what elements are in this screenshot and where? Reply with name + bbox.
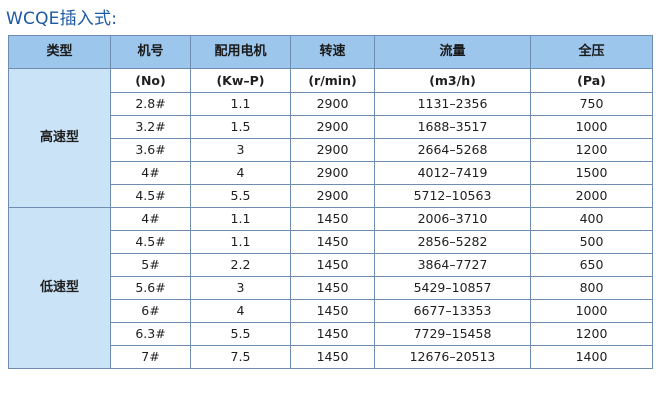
cell-flow: 3864–7727 <box>374 253 531 277</box>
table-row: 2.8# 1.1 2900 1131–2356 750 <box>9 92 653 116</box>
cell-motor: 3 <box>190 276 291 300</box>
cell-pressure: 1000 <box>530 299 653 323</box>
table-row: 3.2# 1.5 2900 1688–3517 1000 <box>9 115 653 139</box>
table-row: 4.5# 5.5 2900 5712–10563 2000 <box>9 184 653 208</box>
cell-motor: 2.2 <box>190 253 291 277</box>
header-motor: 配用电机 <box>190 35 291 69</box>
cell-pressure: 500 <box>530 230 653 254</box>
cell-model: 4.5# <box>110 230 191 254</box>
table-row: 5# 2.2 1450 3864–7727 650 <box>9 253 653 277</box>
cell-pressure: 1000 <box>530 115 653 139</box>
header-row: 类型 机号 配用电机 转速 流量 全压 <box>8 35 653 69</box>
cell-flow: 7729–15458 <box>374 322 531 346</box>
cell-pressure: 1200 <box>530 322 653 346</box>
cell-speed: 1450 <box>290 345 375 369</box>
table-row: 6# 4 1450 6677–13353 1000 <box>9 299 653 323</box>
cell-flow: 12676–20513 <box>374 345 531 369</box>
cell-speed: 1450 <box>290 322 375 346</box>
header-model: 机号 <box>110 35 191 69</box>
cell-motor: 4 <box>190 161 291 185</box>
cell-motor: 5.5 <box>190 322 291 346</box>
page-title: WCQE插入式: <box>6 9 118 29</box>
cell-flow: 1688–3517 <box>374 115 531 139</box>
unit-pressure: (Pa) <box>530 68 653 93</box>
units-row: 高速型 (No) (Kw–P) (r/min) (m3/h) (Pa) <box>8 68 653 208</box>
cell-pressure: 1200 <box>530 138 653 162</box>
unit-flow: (m3/h) <box>374 68 531 93</box>
cell-speed: 1450 <box>290 207 375 231</box>
cell-model: 4# <box>110 161 191 185</box>
cell-model: 2.8# <box>110 92 191 116</box>
table-row: 5.6# 3 1450 5429–10857 800 <box>9 276 653 300</box>
cell-pressure: 1500 <box>530 161 653 185</box>
cell-model: 6.3# <box>110 322 191 346</box>
table-row: 3.6# 3 2900 2664–5268 1200 <box>9 138 653 162</box>
cell-flow: 6677–13353 <box>374 299 531 323</box>
cell-model: 4# <box>110 207 191 231</box>
cell-speed: 1450 <box>290 276 375 300</box>
cell-speed: 1450 <box>290 253 375 277</box>
unit-model: (No) <box>110 68 191 93</box>
cell-speed: 2900 <box>290 161 375 185</box>
cell-pressure: 400 <box>530 207 653 231</box>
cell-pressure: 650 <box>530 253 653 277</box>
cell-model: 7# <box>110 345 191 369</box>
cell-flow: 2006–3710 <box>374 207 531 231</box>
cell-speed: 2900 <box>290 138 375 162</box>
cell-model: 5.6# <box>110 276 191 300</box>
cell-pressure: 1400 <box>530 345 653 369</box>
group-label: 高速型 <box>8 68 111 208</box>
cell-model: 3.6# <box>110 138 191 162</box>
unit-speed: (r/min) <box>290 68 375 93</box>
spec-table: 类型 机号 配用电机 转速 流量 全压 高速型 (No) (Kw–P) (r/min)… <box>8 35 653 369</box>
cell-speed: 2900 <box>290 115 375 139</box>
cell-motor: 4 <box>190 299 291 323</box>
cell-pressure: 2000 <box>530 184 653 208</box>
cell-speed: 2900 <box>290 92 375 116</box>
table-row: 低速型 4# 1.1 1450 2006–3710 400 <box>8 207 653 369</box>
cell-flow: 2856–5282 <box>374 230 531 254</box>
cell-speed: 1450 <box>290 299 375 323</box>
cell-flow: 1131–2356 <box>374 92 531 116</box>
cell-motor: 1.1 <box>190 207 291 231</box>
header-speed: 转速 <box>290 35 375 69</box>
cell-pressure: 800 <box>530 276 653 300</box>
header-flow: 流量 <box>374 35 531 69</box>
cell-model: 6# <box>110 299 191 323</box>
header-type: 类型 <box>8 35 111 69</box>
cell-motor: 1.1 <box>190 92 291 116</box>
group-label: 低速型 <box>8 207 111 369</box>
cell-flow: 5712–10563 <box>374 184 531 208</box>
cell-motor: 1.5 <box>190 115 291 139</box>
cell-motor: 3 <box>190 138 291 162</box>
header-pressure: 全压 <box>530 35 653 69</box>
cell-speed: 2900 <box>290 184 375 208</box>
cell-flow: 2664–5268 <box>374 138 531 162</box>
cell-motor: 7.5 <box>190 345 291 369</box>
table-row: 6.3# 5.5 1450 7729–15458 1200 <box>9 322 653 346</box>
cell-speed: 1450 <box>290 230 375 254</box>
cell-motor: 1.1 <box>190 230 291 254</box>
cell-motor: 5.5 <box>190 184 291 208</box>
table-row: 7# 7.5 1450 12676–20513 1400 <box>9 345 653 369</box>
cell-model: 3.2# <box>110 115 191 139</box>
cell-flow: 4012–7419 <box>374 161 531 185</box>
table-row: 4.5# 1.1 1450 2856–5282 500 <box>9 230 653 254</box>
cell-model: 5# <box>110 253 191 277</box>
cell-model: 4.5# <box>110 184 191 208</box>
cell-pressure: 750 <box>530 92 653 116</box>
cell-flow: 5429–10857 <box>374 276 531 300</box>
unit-motor: (Kw–P) <box>190 68 291 93</box>
